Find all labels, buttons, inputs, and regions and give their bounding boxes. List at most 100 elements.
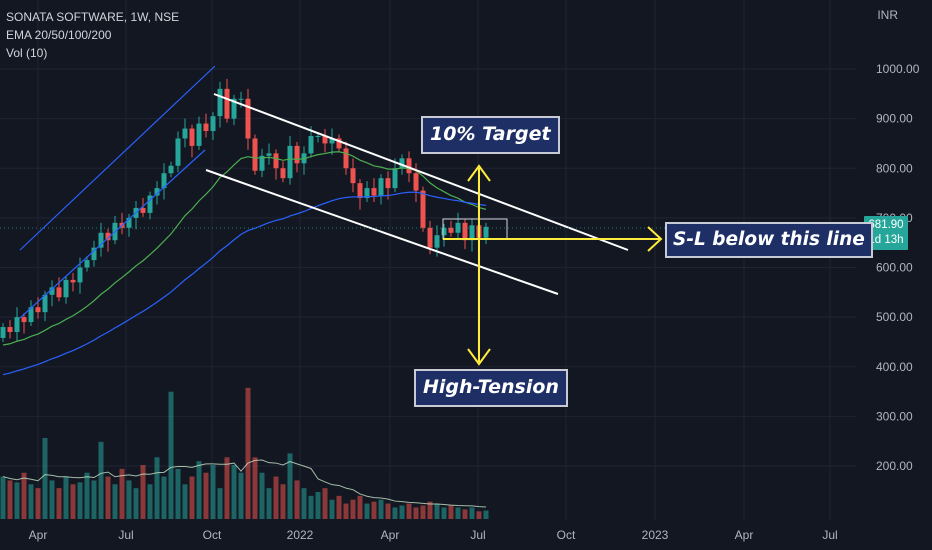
volume-bar — [259, 472, 265, 519]
volume-bar — [189, 476, 195, 519]
time-tick-label: Jul — [118, 528, 133, 542]
time-tick-label: Apr — [381, 528, 400, 542]
volume-bar — [77, 482, 83, 519]
candle-body — [252, 138, 258, 171]
candle-body — [63, 279, 69, 298]
volume-bar — [91, 480, 97, 519]
candle-body — [378, 178, 384, 196]
volume-bar — [63, 476, 69, 519]
last-price-value: 681.90 — [868, 219, 904, 231]
candle-body — [196, 123, 202, 146]
volume-bar — [7, 480, 13, 519]
candle-body — [154, 188, 160, 196]
currency-label[interactable]: INR — [877, 8, 898, 22]
volume-bar — [245, 387, 251, 519]
volume-bar — [112, 484, 118, 519]
candle-body — [238, 98, 244, 100]
volume-bar — [140, 465, 146, 519]
candle-body — [441, 227, 447, 236]
volume-bar — [357, 495, 363, 519]
candle-body — [56, 287, 62, 298]
candle-body — [308, 135, 314, 154]
candle-body — [217, 88, 223, 117]
volume-bar — [441, 507, 447, 519]
candle-body — [161, 173, 167, 189]
time-tick-label: Jul — [470, 528, 485, 542]
price-tick-label: 300.00 — [876, 409, 913, 423]
volume-bar — [350, 499, 356, 519]
volume-bar — [161, 476, 167, 519]
candle-body — [0, 327, 6, 338]
volume-bar — [308, 495, 314, 519]
volume-bar — [483, 510, 489, 519]
volume-bar — [175, 468, 181, 519]
candle-body — [245, 98, 251, 139]
candle-body — [343, 148, 349, 169]
stop-loss-annotation[interactable]: S-L below this line — [665, 222, 873, 258]
volume-indicator-label[interactable]: Vol (10) — [6, 46, 48, 60]
candle-body — [259, 155, 265, 171]
volume-bar — [28, 484, 34, 519]
candle-body — [385, 178, 391, 189]
volume-bar — [343, 503, 349, 519]
rising-channel-lower — [19, 149, 206, 319]
volume-bar — [105, 476, 111, 519]
volume-bar — [238, 472, 244, 519]
volume-bar — [413, 507, 419, 519]
volume-bar — [462, 509, 468, 519]
candle-body — [140, 207, 146, 213]
candle-body — [483, 226, 489, 238]
candle-body — [210, 116, 216, 132]
candle-body — [406, 158, 412, 174]
candle-body — [189, 128, 195, 146]
volume-bar — [434, 503, 440, 519]
time-tick-label: Apr — [29, 528, 48, 542]
axes: 1000.00900.00800.00700.00600.00500.00400… — [29, 62, 920, 542]
candle-body — [7, 327, 13, 333]
volume-bar — [203, 472, 209, 519]
candle-body — [126, 217, 132, 228]
volume-bar — [98, 441, 104, 519]
volume-bar — [406, 503, 412, 519]
candle-body — [322, 135, 328, 144]
candle-body — [357, 183, 363, 199]
price-tick-label: 900.00 — [876, 112, 913, 126]
volume-bar — [280, 484, 286, 519]
ema-indicator-label[interactable]: EMA 20/50/100/200 — [6, 28, 112, 42]
price-tick-label: 600.00 — [876, 261, 913, 275]
time-tick-label: Apr — [735, 528, 754, 542]
ema-20-line — [2, 151, 487, 346]
volume-bar — [322, 488, 328, 519]
falling-channel-upper — [213, 93, 629, 251]
candle-body — [91, 247, 97, 261]
grid-lines — [0, 0, 856, 520]
symbol-title[interactable]: SONATA SOFTWARE, 1W, NSE — [6, 10, 180, 24]
time-tick-label: Oct — [557, 528, 576, 542]
volume-bar — [301, 488, 307, 519]
volume-bar — [399, 505, 405, 519]
volume-bar — [196, 461, 202, 519]
volume-bar — [35, 488, 41, 519]
volume-bar — [133, 488, 139, 519]
volume-bar — [476, 511, 482, 519]
candle-body — [49, 287, 55, 295]
candle-body — [84, 260, 90, 268]
volume-bar — [70, 484, 76, 519]
volume-bar — [147, 484, 153, 519]
volume-bar — [21, 472, 27, 519]
volume-bar — [42, 438, 48, 519]
candle-body — [420, 190, 426, 228]
volume-bar — [364, 503, 370, 519]
volume-ma-line — [2, 459, 487, 508]
candle-body — [392, 168, 398, 189]
volume-bar — [385, 503, 391, 519]
time-tick-label: Jul — [822, 528, 837, 542]
target-arrowhead — [467, 164, 491, 182]
volume-bar — [287, 453, 293, 519]
target-annotation[interactable]: 10% Target — [421, 116, 560, 154]
volume-bar — [49, 480, 55, 519]
high-tension-annotation[interactable]: High-Tension — [414, 369, 568, 407]
candle-body — [147, 195, 153, 213]
volume-bar — [371, 501, 377, 519]
